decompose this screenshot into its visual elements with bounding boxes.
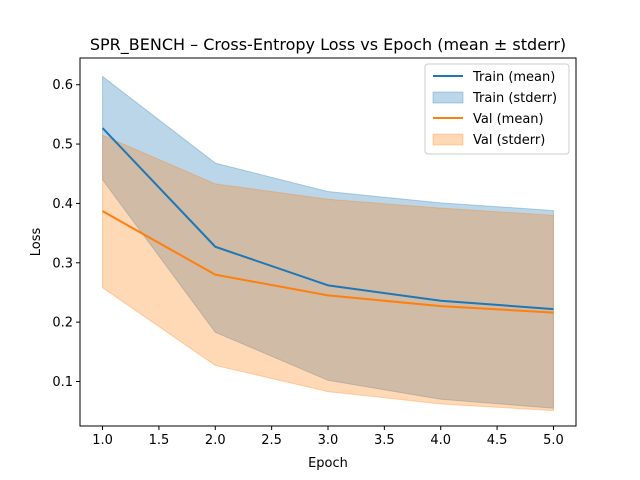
train-mean-line — [101, 127, 554, 311]
y-tick-label: 0.2 — [52, 316, 73, 331]
x-tick-label: 1.5 — [149, 433, 170, 448]
x-axis-ticks: 1.0 1.5 2.0 2.5 3.0 3.5 4.0 4.5 5.0 — [92, 426, 564, 448]
y-tick-label: 0.5 — [52, 138, 73, 153]
x-tick-label: 2.0 — [205, 433, 226, 448]
y-axis-ticks: 0.1 0.2 0.3 0.4 0.5 0.6 — [52, 78, 80, 390]
y-axis-label: Loss — [29, 228, 44, 257]
plot-area — [101, 75, 554, 412]
legend-train-stderr-label: Train (stderr) — [472, 91, 557, 106]
legend-val-stderr-label: Val (stderr) — [473, 133, 545, 148]
legend-val-stderr-swatch — [432, 133, 464, 146]
x-tick-label: 4.0 — [430, 433, 451, 448]
x-tick-label: 5.0 — [543, 433, 564, 448]
x-tick-label: 1.0 — [92, 433, 113, 448]
legend: Train (mean) Train (stderr) Val (mean) V… — [424, 63, 570, 155]
y-tick-label: 0.4 — [52, 197, 73, 212]
val-mean-line — [102, 210, 554, 314]
x-axis-label: Epoch — [308, 456, 348, 471]
x-tick-label: 4.5 — [487, 433, 508, 448]
y-tick-label: 0.3 — [52, 256, 73, 271]
chart-title: SPR_BENCH – Cross-Entropy Loss vs Epoch … — [90, 35, 566, 55]
x-tick-label: 3.0 — [318, 433, 339, 448]
train-stderr-band — [102, 75, 554, 409]
legend-val-mean-label: Val (mean) — [473, 112, 544, 127]
legend-train-mean-label: Train (mean) — [472, 70, 555, 85]
legend-train-stderr-swatch — [432, 91, 464, 104]
x-tick-label: 3.5 — [374, 433, 395, 448]
x-tick-label: 2.5 — [261, 433, 282, 448]
val-stderr-band — [102, 134, 554, 412]
legend-box — [424, 63, 570, 155]
y-tick-label: 0.1 — [52, 375, 73, 390]
y-tick-label: 0.6 — [52, 78, 73, 93]
